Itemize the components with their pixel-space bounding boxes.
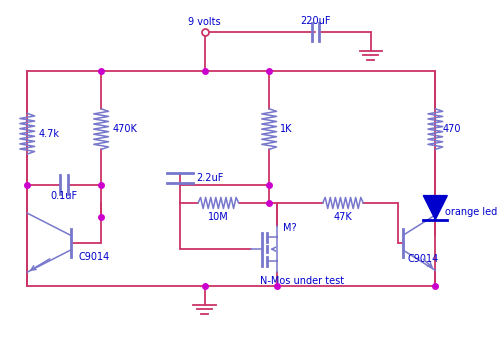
Text: N-Mos under test: N-Mos under test	[260, 276, 344, 286]
Text: 2.2uF: 2.2uF	[196, 173, 224, 183]
Text: M?: M?	[283, 223, 296, 233]
Text: 4.7k: 4.7k	[38, 129, 60, 139]
Text: 1K: 1K	[280, 124, 292, 134]
Text: 220uF: 220uF	[300, 16, 330, 26]
Text: 470K: 470K	[112, 124, 137, 134]
Text: 0.1uF: 0.1uF	[50, 191, 78, 201]
Text: 9 volts: 9 volts	[188, 17, 221, 27]
Text: orange led: orange led	[444, 207, 497, 217]
Text: C9014: C9014	[408, 254, 439, 264]
Text: 10M: 10M	[208, 212, 229, 222]
Text: 470: 470	[442, 124, 461, 134]
Polygon shape	[424, 196, 448, 220]
Text: C9014: C9014	[78, 252, 110, 262]
Text: 47K: 47K	[334, 212, 352, 222]
